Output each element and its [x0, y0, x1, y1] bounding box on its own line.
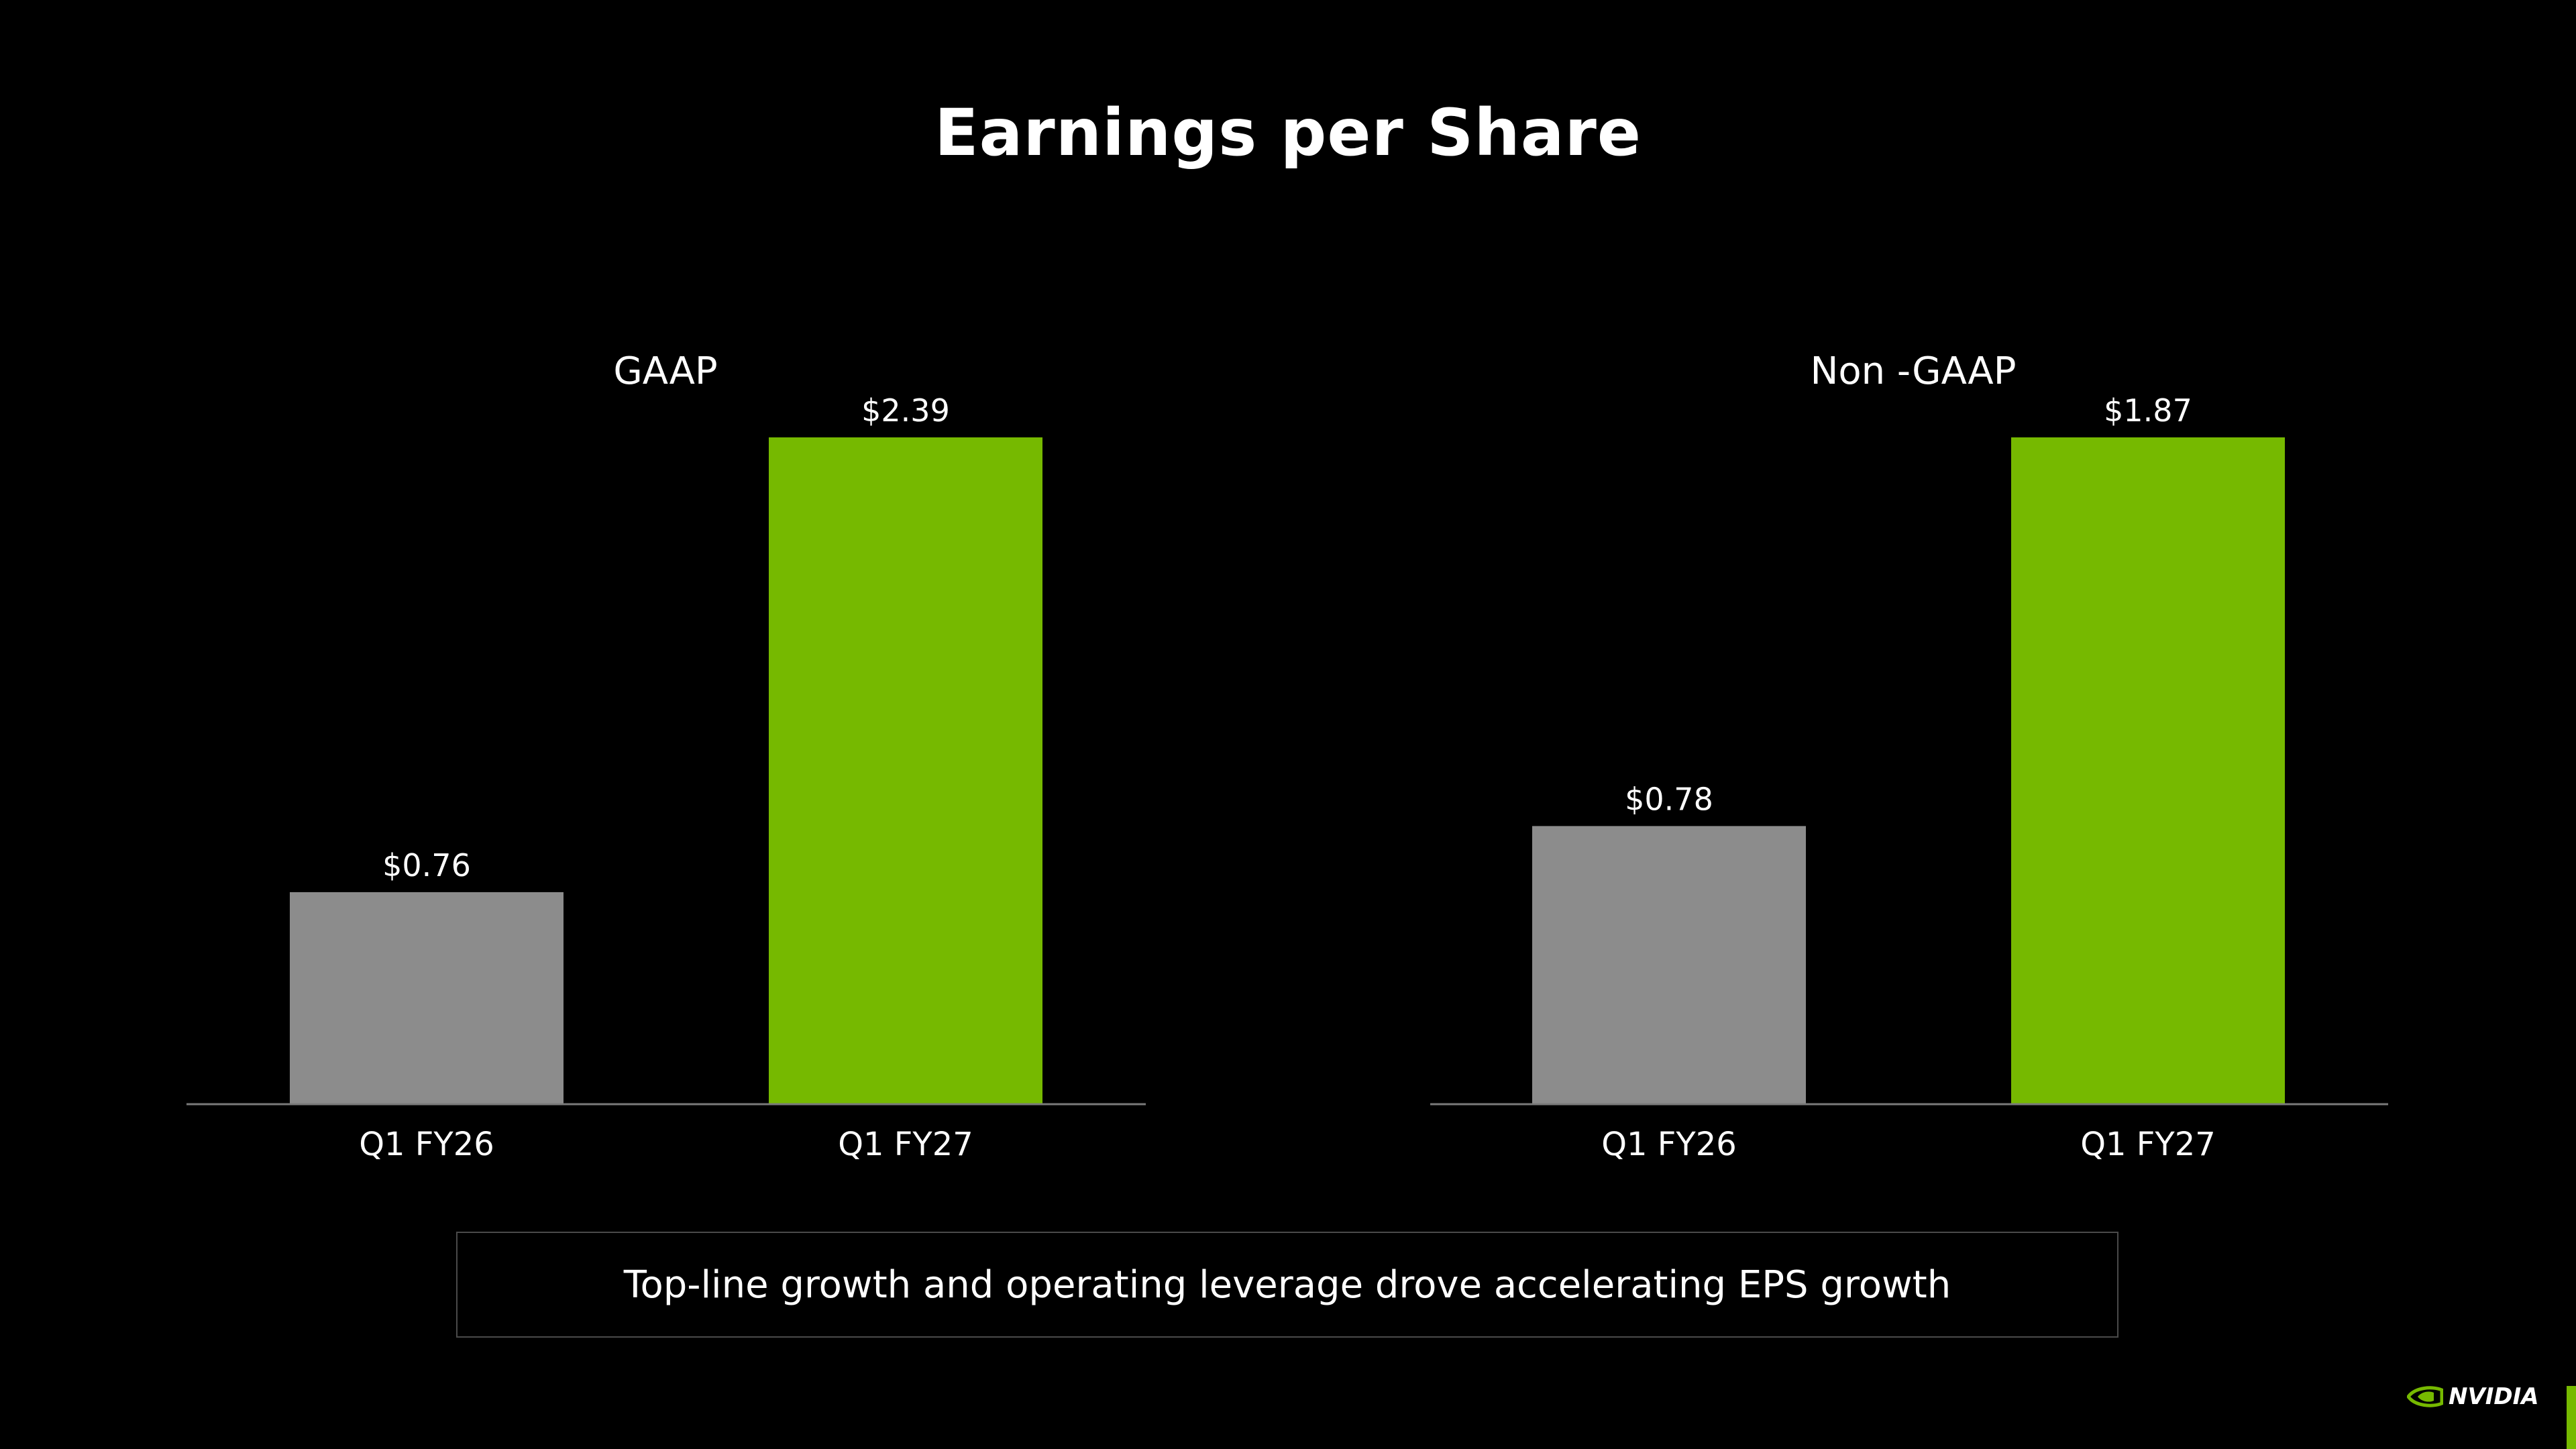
- gaap-data-label-prior: $0.76: [382, 847, 471, 883]
- callout-box: Top-line growth and operating leverage d…: [456, 1232, 2118, 1338]
- gaap-chart-title: GAAP: [613, 350, 717, 393]
- nvidia-eye-icon: [2407, 1386, 2443, 1407]
- nvidia-logo: NVIDIA: [2407, 1382, 2539, 1411]
- brand-edge-bar-fill: [2567, 1386, 2576, 1449]
- callout-text: Top-line growth and operating leverage d…: [623, 1263, 1951, 1307]
- non-gaap-data-label-current: $1.87: [2104, 392, 2192, 429]
- non-gaap-data-label-prior: $0.78: [1625, 781, 1713, 817]
- gaap-tick-label-prior: Q1 FY26: [359, 1126, 494, 1163]
- gaap-bar-prior: [290, 892, 564, 1104]
- non-gaap-chart-title: Non -GAAP: [1810, 350, 2016, 393]
- nvidia-logo-text: NVIDIA: [2449, 1383, 2539, 1410]
- gaap-bar-current: [769, 437, 1042, 1104]
- slide-title: Earnings per Share: [934, 95, 1642, 170]
- brand-edge-bar: [2567, 1386, 2576, 1449]
- gaap-tick-label-current: Q1 FY27: [838, 1126, 973, 1163]
- gaap-data-label-current: $2.39: [861, 392, 950, 429]
- non-gaap-tick-label-current: Q1 FY27: [2080, 1126, 2216, 1163]
- non-gaap-bar-prior: [1532, 826, 1806, 1104]
- non-gaap-bar-current: [2011, 437, 2285, 1104]
- non-gaap-tick-label-prior: Q1 FY26: [1601, 1126, 1737, 1163]
